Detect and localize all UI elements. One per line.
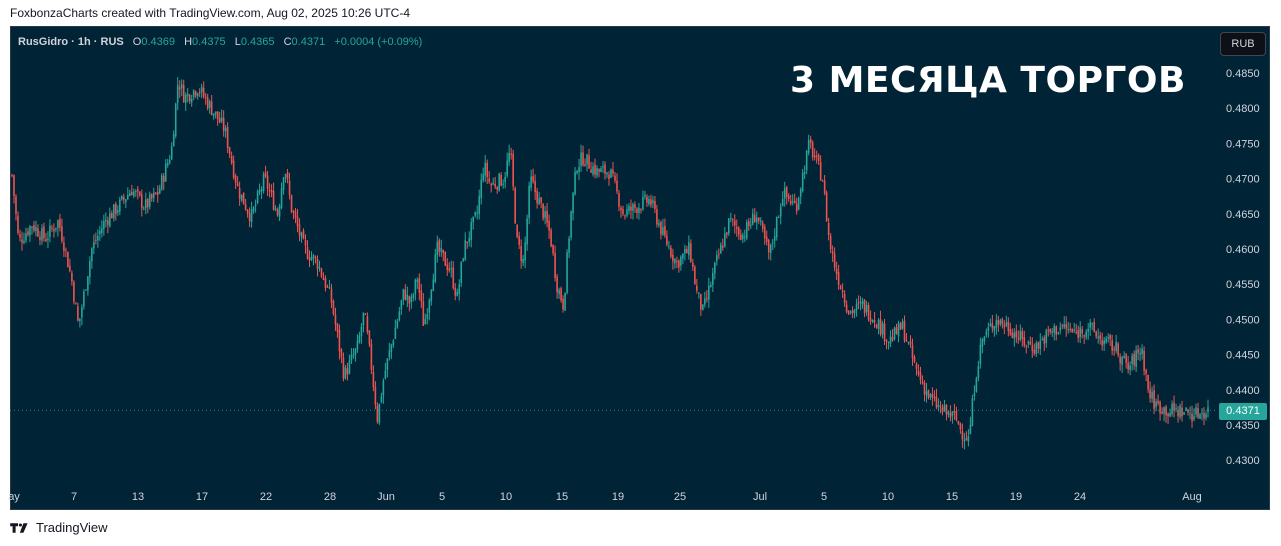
symbol-label: RusGidro · 1h · RUS bbox=[18, 36, 124, 48]
high-value: 0.4375 bbox=[192, 36, 226, 48]
chart-caption: FoxbonzaCharts created with TradingView.… bbox=[10, 6, 411, 20]
last-price-tag: 0.4371 bbox=[1219, 403, 1267, 420]
low-key: L bbox=[234, 36, 241, 48]
open-key: O bbox=[132, 36, 142, 48]
ohlc-legend: RusGidro · 1h · RUS O0.4369 H0.4375 L0.4… bbox=[18, 36, 422, 48]
chart-panel[interactable] bbox=[10, 26, 1270, 510]
tradingview-logo-icon bbox=[10, 522, 28, 533]
close-value: 0.4371 bbox=[291, 36, 326, 48]
low-value: 0.4365 bbox=[240, 36, 275, 48]
close-key: C bbox=[283, 36, 292, 48]
footer-brand-text: TradingView bbox=[36, 520, 108, 535]
chart-headline: 3 МЕСЯЦА ТОРГОВ bbox=[790, 60, 1186, 101]
footer-branding[interactable]: TradingView bbox=[10, 520, 108, 535]
currency-button[interactable]: RUB bbox=[1220, 32, 1266, 56]
change-value: +0.0004 (+0.09%) bbox=[334, 36, 423, 48]
open-value: 0.4369 bbox=[141, 36, 176, 48]
high-key: H bbox=[184, 36, 193, 48]
